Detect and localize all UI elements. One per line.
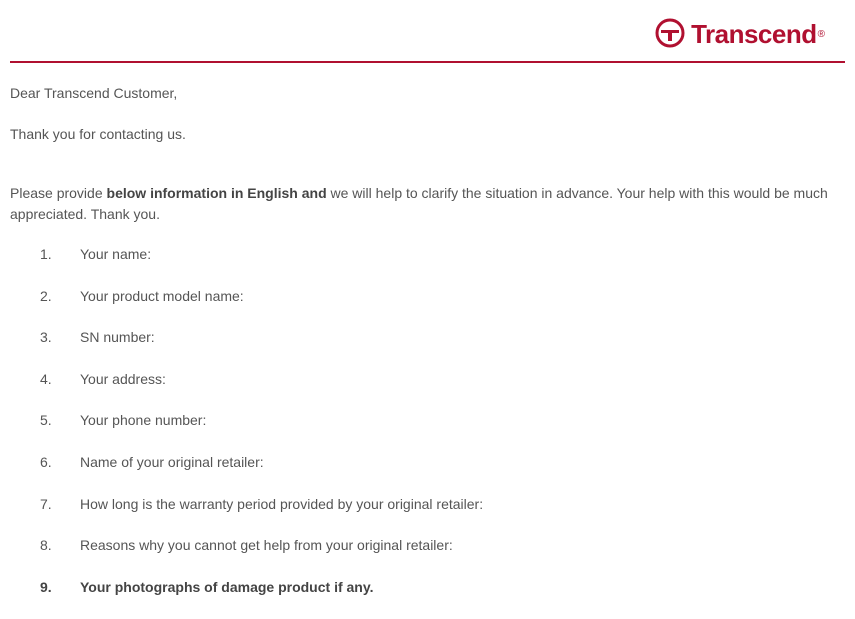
list-item-text: Reasons why you cannot get help from you… <box>80 537 453 553</box>
request-prefix: Please provide <box>10 185 107 201</box>
list-item-text: Name of your original retailer: <box>80 454 264 470</box>
brand-logo-icon <box>655 18 685 51</box>
greeting-line: Dear Transcend Customer, <box>10 83 845 104</box>
list-item: Name of your original retailer: <box>58 453 845 473</box>
list-item: Your product model name: <box>58 287 845 307</box>
list-item-text: Your photographs of damage product if an… <box>80 579 374 595</box>
list-item: Your photographs of damage product if an… <box>58 578 845 598</box>
thanks-line: Thank you for contacting us. <box>10 124 845 145</box>
list-item: Your name: <box>58 245 845 265</box>
list-item: Your address: <box>58 370 845 390</box>
list-item-text: Your name: <box>80 246 151 262</box>
request-paragraph: Please provide below information in Engl… <box>10 183 845 225</box>
brand-name: Transcend® <box>691 19 825 50</box>
header: Transcend® <box>0 0 855 61</box>
header-divider <box>10 61 845 63</box>
list-item-text: Your product model name: <box>80 288 244 304</box>
list-item: Reasons why you cannot get help from you… <box>58 536 845 556</box>
brand-registered-icon: ® <box>818 29 825 40</box>
list-item: Your phone number: <box>58 411 845 431</box>
info-list: Your name: Your product model name: SN n… <box>10 245 845 597</box>
list-item: How long is the warranty period provided… <box>58 495 845 515</box>
list-item: SN number: <box>58 328 845 348</box>
request-bold: below information in English and <box>107 185 331 201</box>
letter-body: Dear Transcend Customer, Thank you for c… <box>0 83 855 597</box>
list-item-text: Your phone number: <box>80 412 206 428</box>
list-item-text: How long is the warranty period provided… <box>80 496 483 512</box>
list-item-text: Your address: <box>80 371 166 387</box>
brand-logo: Transcend® <box>655 18 825 51</box>
list-item-text: SN number: <box>80 329 155 345</box>
brand-name-text: Transcend <box>691 19 817 49</box>
